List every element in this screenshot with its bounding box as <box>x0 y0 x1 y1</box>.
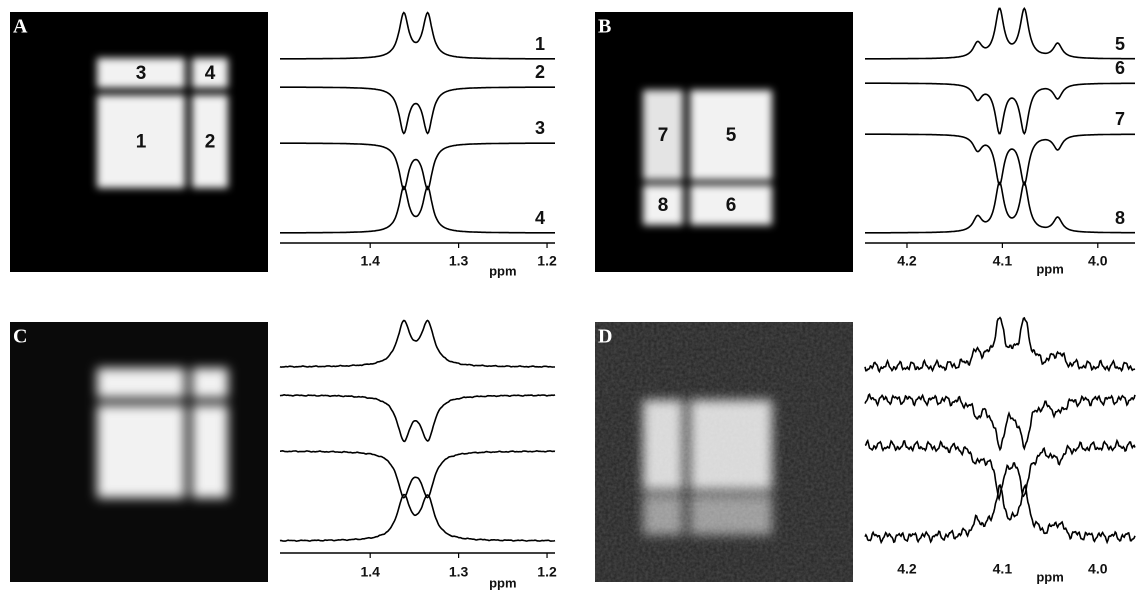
x-tick-label: 1.3 <box>449 253 469 269</box>
trace-label: 1 <box>535 34 545 54</box>
region-label: 1 <box>136 132 147 153</box>
x-tick-label: 1.4 <box>360 253 380 269</box>
trace-label: 4 <box>535 208 545 228</box>
trace-label: 5 <box>1115 34 1125 54</box>
image-region <box>192 368 228 398</box>
x-tick-label: 1.2 <box>537 564 557 580</box>
spectrum-trace <box>280 187 555 233</box>
panel-letter: D <box>598 326 612 348</box>
spectrum-trace <box>280 87 555 133</box>
x-axis-unit: ppm <box>1036 569 1063 584</box>
spectrum-trace <box>865 8 1135 58</box>
figure: A 3 4 1 2 1 2 3 4 1.4 1.3 1.2 ppm B 7 5 8 6 5 6 7 8 4.2 4.1 4.0 p… <box>0 0 1141 590</box>
image-region <box>97 368 185 398</box>
region-label: 8 <box>658 195 669 216</box>
spectrum-trace <box>280 451 555 498</box>
region-label: 7 <box>658 125 669 146</box>
x-tick-label: 1.2 <box>537 253 557 269</box>
panel-letter: C <box>13 326 27 348</box>
spectrum-trace <box>865 182 1135 232</box>
region-label: 2 <box>205 132 216 153</box>
x-tick-label: 4.2 <box>897 561 917 577</box>
x-tick-label: 4.1 <box>993 253 1013 269</box>
x-axis-unit: ppm <box>489 575 516 590</box>
x-axis-unit: ppm <box>489 263 516 278</box>
page: A 3 4 1 2 1 2 3 4 1.4 1.3 1.2 ppm B 7 5 8 6 5 6 7 8 4.2 4.1 4.0 p… <box>0 0 1141 590</box>
x-tick-label: 4.1 <box>993 561 1013 577</box>
region-label: 5 <box>726 125 737 146</box>
x-tick-label: 1.4 <box>360 564 380 580</box>
spectrum-trace <box>280 321 555 368</box>
trace-label: 6 <box>1115 58 1125 78</box>
region-label: 3 <box>136 63 147 84</box>
region-label: 6 <box>726 195 737 216</box>
image-region <box>97 405 185 498</box>
image-noise <box>595 322 853 582</box>
spectrum-trace <box>280 395 555 442</box>
panel-letter: B <box>598 16 611 38</box>
spectrum-trace <box>865 83 1135 133</box>
trace-label: 8 <box>1115 208 1125 228</box>
x-tick-label: 4.0 <box>1088 253 1108 269</box>
x-tick-label: 4.2 <box>897 253 917 269</box>
x-tick-label: 1.3 <box>449 564 469 580</box>
x-tick-label: 4.0 <box>1088 561 1108 577</box>
region-label: 4 <box>205 63 216 84</box>
trace-label: 2 <box>535 62 545 82</box>
panel-letter: A <box>13 16 28 38</box>
spectrum-trace <box>280 495 555 542</box>
spectrum-trace <box>280 143 555 189</box>
image-region <box>192 405 228 498</box>
trace-label: 3 <box>535 118 545 138</box>
x-axis-unit: ppm <box>1036 261 1063 276</box>
spectrum-trace <box>865 134 1135 184</box>
image-regions <box>97 368 228 498</box>
spectrum-trace <box>865 394 1135 449</box>
spectrum-trace <box>280 13 555 59</box>
trace-label: 7 <box>1115 109 1125 129</box>
spectrum-trace <box>865 318 1135 372</box>
